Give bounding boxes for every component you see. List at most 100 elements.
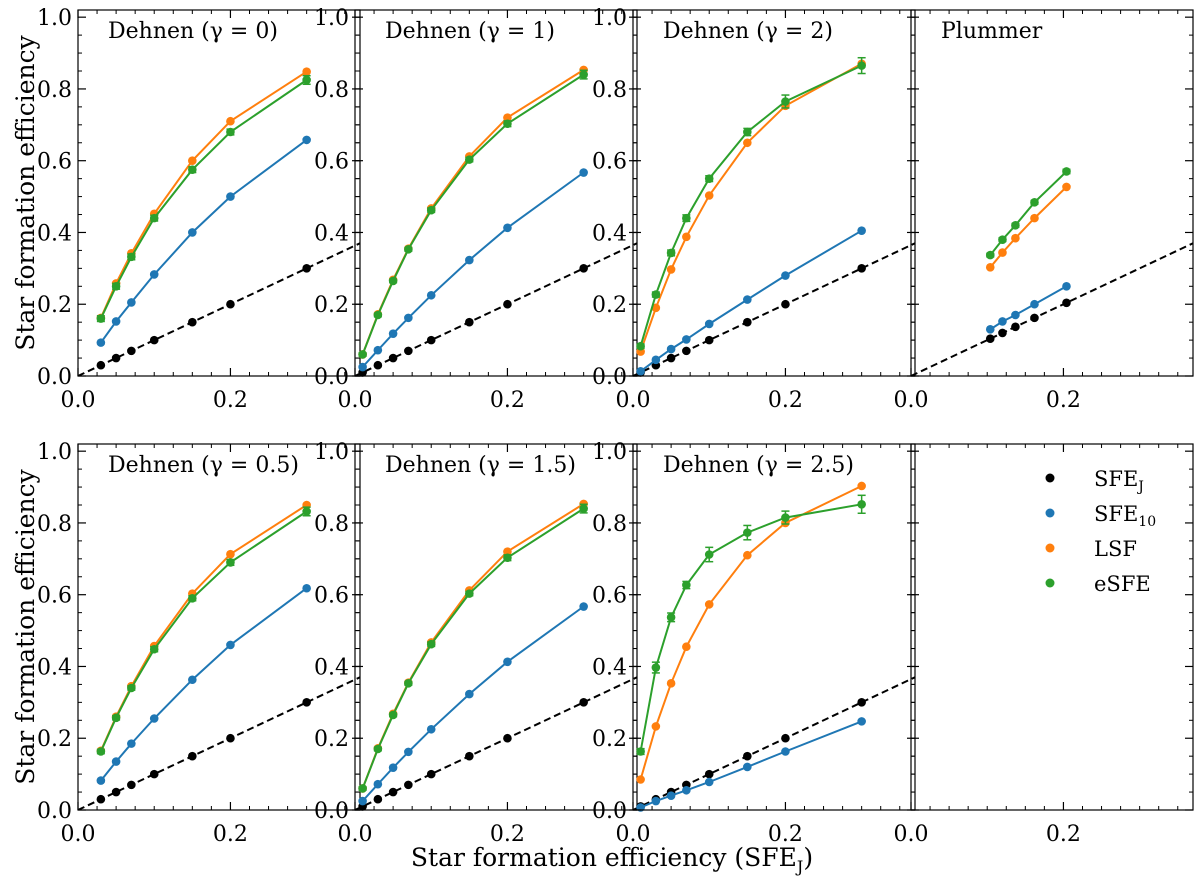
panel-1-series-sfe-j-point <box>302 264 311 273</box>
panel-2-y-tick-label: 0.6 <box>314 150 349 175</box>
legend-entry-sfe10: SFE10 <box>1045 502 1156 530</box>
panel-1-y-tick-label: 0.8 <box>37 78 72 103</box>
panel-4-x-tick-label: 0.0 <box>894 388 929 413</box>
panel-6-series-sfe-10-line <box>361 605 585 802</box>
panel-3-y-tick-label: 0.6 <box>592 150 627 175</box>
panel-6-series-sfe-j-point <box>579 698 588 707</box>
panel-1-series-sfe-10-point <box>149 270 159 279</box>
panel-5-y-tick-label: 0.4 <box>37 655 72 680</box>
panel-4-series-esfe-point <box>1011 220 1020 230</box>
panel-7-series-esfe <box>636 494 866 756</box>
panel-2-series-sfe-j-point <box>426 335 436 345</box>
panel-4-series-sfe-10-point <box>1030 299 1039 309</box>
panel-4-series-sfe-10-point <box>1011 310 1020 320</box>
panel-6-series-sfe-10-point <box>404 747 413 757</box>
panel-4-series-lsf-point <box>985 262 995 272</box>
panel-1-y-tick-label: 0.0 <box>37 365 72 390</box>
panel-2-series-lsf <box>358 65 588 359</box>
panel-4-series-lsf-point <box>1030 213 1039 223</box>
legend-label-text: eSFE <box>1094 572 1151 596</box>
panel-1-series-sfe-j-point <box>127 346 136 356</box>
panel-2-series-sfe-j-point <box>388 353 398 363</box>
panel-1-series-lsf-line <box>99 70 308 319</box>
panel-3-series-sfe-10-point <box>857 226 866 235</box>
panel-1-series-sfe-j <box>96 264 311 370</box>
panel-1-series-sfe-10-line <box>100 139 308 344</box>
panel-3-series-sfe-10-point <box>743 295 752 304</box>
panel-5-x-tick-label: 0.0 <box>61 822 96 847</box>
panel-6-y-tick-label: 0.8 <box>314 512 349 537</box>
panel-3-series-sfe-j-point <box>704 335 714 345</box>
legend-marker-esfe <box>1045 578 1055 588</box>
panel-3-frame <box>632 9 916 377</box>
panel-3-series-lsf-point <box>682 232 691 242</box>
panel-7-series-lsf-point <box>636 775 645 784</box>
panel-5-series-sfe-10-point <box>127 739 136 748</box>
panel-2-series-sfe-10-point <box>465 255 474 265</box>
panel-1-series-esfe-point <box>96 314 106 323</box>
panel-2-series-esfe-point <box>579 70 588 79</box>
panel-3-y-tick-label: 0.4 <box>592 221 627 246</box>
panel-5-series-sfe-j-point <box>188 751 197 761</box>
panel-6-series-lsf <box>358 499 588 793</box>
y-axis-title-bottom: Star formation efficiency <box>11 468 40 784</box>
panel-7-series-lsf-point <box>666 679 676 688</box>
panel-5-series-esfe-point <box>188 593 197 603</box>
panel-7-series-lsf-point <box>682 642 691 652</box>
panel-3-series-sfe-j-point <box>682 346 691 356</box>
legend-label-sub: 10 <box>1138 514 1156 530</box>
panel-6-reference-line <box>355 676 637 810</box>
panel-4-series-lsf <box>985 182 1071 272</box>
panel-7-series-sfe-10-point <box>781 747 790 756</box>
x-axis-title: Star formation efficiency (SFEJ) <box>411 843 813 876</box>
panel-7-series-sfe-10 <box>636 717 866 812</box>
panel-1-series-sfe-j-point <box>188 317 197 327</box>
panel-4-series-esfe-point <box>998 235 1007 244</box>
panel-4-series-esfe <box>985 167 1071 260</box>
panel-3-y-tick-label: 0.8 <box>592 78 627 103</box>
panel-2-y-tick-label: 0.2 <box>314 293 349 318</box>
panel-3-series-esfe-point <box>704 174 714 183</box>
panel-5-x-tick-label: 0.2 <box>213 822 248 847</box>
panel-5-series-sfe-10 <box>96 583 311 785</box>
panel-7-series-esfe-point <box>743 528 752 537</box>
panel-2-series-esfe-point <box>358 350 367 359</box>
x-axis-title-main: Star formation efficiency (SFE <box>411 843 797 872</box>
panel-1-series-esfe-point <box>188 165 197 174</box>
legend-entry-sfej: SFEJ <box>1045 467 1144 495</box>
panel-2-series-sfe-j <box>358 264 588 377</box>
panel-3-series-esfe-point <box>781 97 790 106</box>
legend-label-text: SFE <box>1094 467 1138 491</box>
panel-3-series-sfe-j-point <box>781 299 790 309</box>
panel-6-y-tick-label: 0.2 <box>314 727 349 752</box>
panel-5-series-sfe-j-point <box>111 787 121 797</box>
panel-5-series-sfe-10-point <box>111 757 121 766</box>
panel-7-y-tick-label: 0.6 <box>592 584 627 609</box>
panel-4-title: Plummer <box>941 19 1043 44</box>
panel-5-series-lsf-point <box>226 549 235 559</box>
panel-2-series-sfe-10-point <box>503 223 512 233</box>
panel-7-title: Dehnen (γ = 2.5) <box>663 453 854 478</box>
panel-4-series-esfe-point <box>985 250 995 260</box>
panel-2-title: Dehnen (γ = 1) <box>385 19 555 44</box>
panel-5-y-tick-label: 1.0 <box>37 440 72 465</box>
panel-2-series-sfe-10-point <box>426 290 436 300</box>
legend-label-lsf: LSF <box>1094 537 1137 561</box>
panel-2-y-tick-label: 0.8 <box>314 78 349 103</box>
panel-7-series-lsf <box>636 481 866 784</box>
panel-3-series-lsf <box>636 59 866 356</box>
panel-6-series-esfe-line <box>361 507 585 789</box>
panel-5-series-sfe-j <box>96 698 311 804</box>
panel-2-series-lsf-point <box>503 113 512 122</box>
panel-6-x-tick-label: 0.2 <box>490 822 525 847</box>
panel-6-series-sfe-10-point <box>503 657 512 667</box>
legend-marker-sfej <box>1045 473 1055 483</box>
panel-2-y-tick-label: 1.0 <box>314 6 349 31</box>
panel-2-series-sfe-10-point <box>579 168 588 177</box>
panel-3-series-sfe-10 <box>636 226 866 376</box>
panel-6-series-sfe-10-point <box>388 763 398 772</box>
panel-1-series-esfe <box>96 74 311 323</box>
panel-6-series-esfe-point <box>426 639 436 649</box>
panel-6-y-tick-label: 0.0 <box>314 799 349 824</box>
